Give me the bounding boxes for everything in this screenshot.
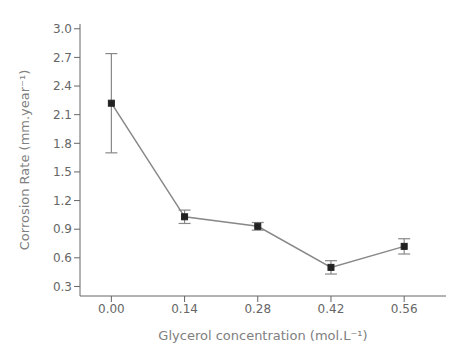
svg-text:0.6: 0.6 [53, 251, 72, 265]
svg-text:0.9: 0.9 [53, 222, 72, 236]
svg-text:2.4: 2.4 [53, 79, 72, 93]
svg-text:1.5: 1.5 [53, 165, 72, 179]
svg-text:Corrosion Rate (mm.year⁻¹): Corrosion Rate (mm.year⁻¹) [17, 70, 32, 251]
svg-text:0.42: 0.42 [318, 302, 345, 316]
svg-text:0.56: 0.56 [391, 302, 418, 316]
svg-text:Glycerol concentration (mol.L⁻: Glycerol concentration (mol.L⁻¹) [158, 328, 367, 343]
svg-text:0.00: 0.00 [98, 302, 125, 316]
svg-text:0.3: 0.3 [53, 280, 72, 294]
svg-text:2.1: 2.1 [53, 108, 72, 122]
svg-text:0.28: 0.28 [244, 302, 271, 316]
svg-text:3.0: 3.0 [53, 22, 72, 36]
svg-text:0.14: 0.14 [171, 302, 198, 316]
svg-text:1.8: 1.8 [53, 137, 72, 151]
svg-text:2.7: 2.7 [53, 51, 72, 65]
svg-text:1.2: 1.2 [53, 194, 72, 208]
